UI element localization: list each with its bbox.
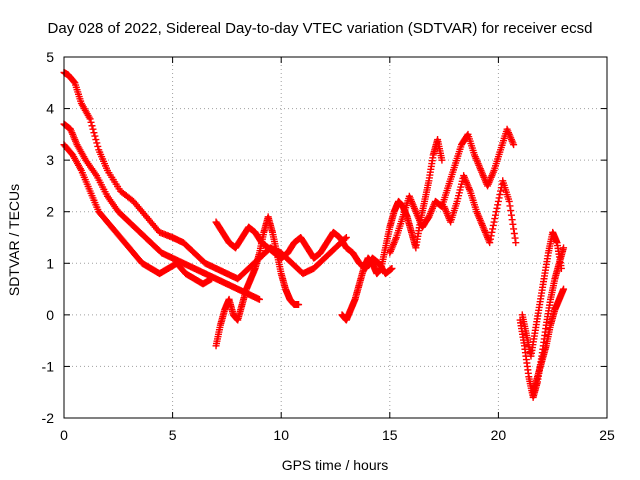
plot-frame <box>63 56 608 419</box>
data-point <box>388 264 396 272</box>
data-point <box>488 228 496 236</box>
data-marks <box>60 68 568 401</box>
x-tick-label: 25 <box>599 427 615 443</box>
y-tick-label: 4 <box>46 101 54 117</box>
tick-labels: 0 5 10 15 20 25 -2 -1 0 1 2 3 4 5 <box>42 49 615 443</box>
series-track-c <box>60 141 216 288</box>
series-track-b <box>60 120 263 303</box>
data-point <box>557 264 565 272</box>
data-point <box>490 218 498 226</box>
y-tick-label: -2 <box>42 410 55 426</box>
grid <box>64 57 607 418</box>
y-axis-label: SDTVAR / TECUs <box>6 184 22 296</box>
data-point <box>560 285 568 293</box>
data-point <box>506 202 514 210</box>
data-point <box>486 239 494 247</box>
y-tick-label: -1 <box>42 358 55 374</box>
data-point <box>94 142 102 150</box>
data-point <box>486 235 494 243</box>
data-point <box>342 234 350 241</box>
data-point <box>491 215 499 223</box>
y-tick-label: 2 <box>46 204 54 220</box>
data-point <box>255 295 263 303</box>
data-point <box>89 125 97 133</box>
y-tick-label: 1 <box>46 255 54 271</box>
series-track-f <box>338 136 446 324</box>
data-point <box>507 207 515 215</box>
y-tick-label: 5 <box>46 49 54 65</box>
data-point <box>512 239 520 247</box>
data-point <box>86 115 94 123</box>
data-point <box>70 78 78 86</box>
data-point <box>507 211 515 219</box>
x-tick-label: 15 <box>382 427 398 443</box>
data-point <box>489 221 497 229</box>
series-track-j <box>518 228 565 360</box>
data-point <box>487 232 495 240</box>
data-point <box>493 204 501 212</box>
x-axis-label: GPS time / hours <box>282 457 389 473</box>
x-tick-label: 0 <box>60 427 68 443</box>
data-point <box>509 220 517 228</box>
data-point <box>438 156 446 164</box>
data-point <box>510 141 518 149</box>
data-point <box>508 216 516 224</box>
data-point <box>496 191 504 199</box>
data-point <box>93 139 101 147</box>
data-point <box>492 211 500 219</box>
data-point <box>90 129 98 137</box>
series-track-g <box>386 125 518 257</box>
data-point <box>495 194 503 202</box>
x-tick-label: 20 <box>491 427 507 443</box>
data-point <box>87 118 95 126</box>
data-point <box>497 187 505 195</box>
data-point <box>494 197 502 205</box>
data-point <box>511 234 519 242</box>
data-point <box>295 301 303 309</box>
series-track-e <box>212 213 303 350</box>
data-point <box>510 229 518 237</box>
data-point <box>494 201 502 209</box>
data-point <box>489 225 497 233</box>
y-tick-label: 3 <box>46 152 54 168</box>
data-point <box>88 122 96 130</box>
data-point <box>91 132 99 140</box>
series-track-h <box>440 172 520 247</box>
series-track-d <box>212 218 396 278</box>
data-point <box>492 208 500 216</box>
data-point <box>505 197 513 205</box>
x-tick-label: 10 <box>273 427 289 443</box>
y-tick-label: 0 <box>46 307 54 323</box>
data-point <box>92 136 100 144</box>
x-tick-label: 5 <box>169 427 177 443</box>
data-point <box>510 225 518 233</box>
data-point <box>208 275 216 283</box>
chart-title: Day 028 of 2022, Sidereal Day-to-day VTE… <box>48 20 593 37</box>
series-track-k <box>529 285 568 396</box>
